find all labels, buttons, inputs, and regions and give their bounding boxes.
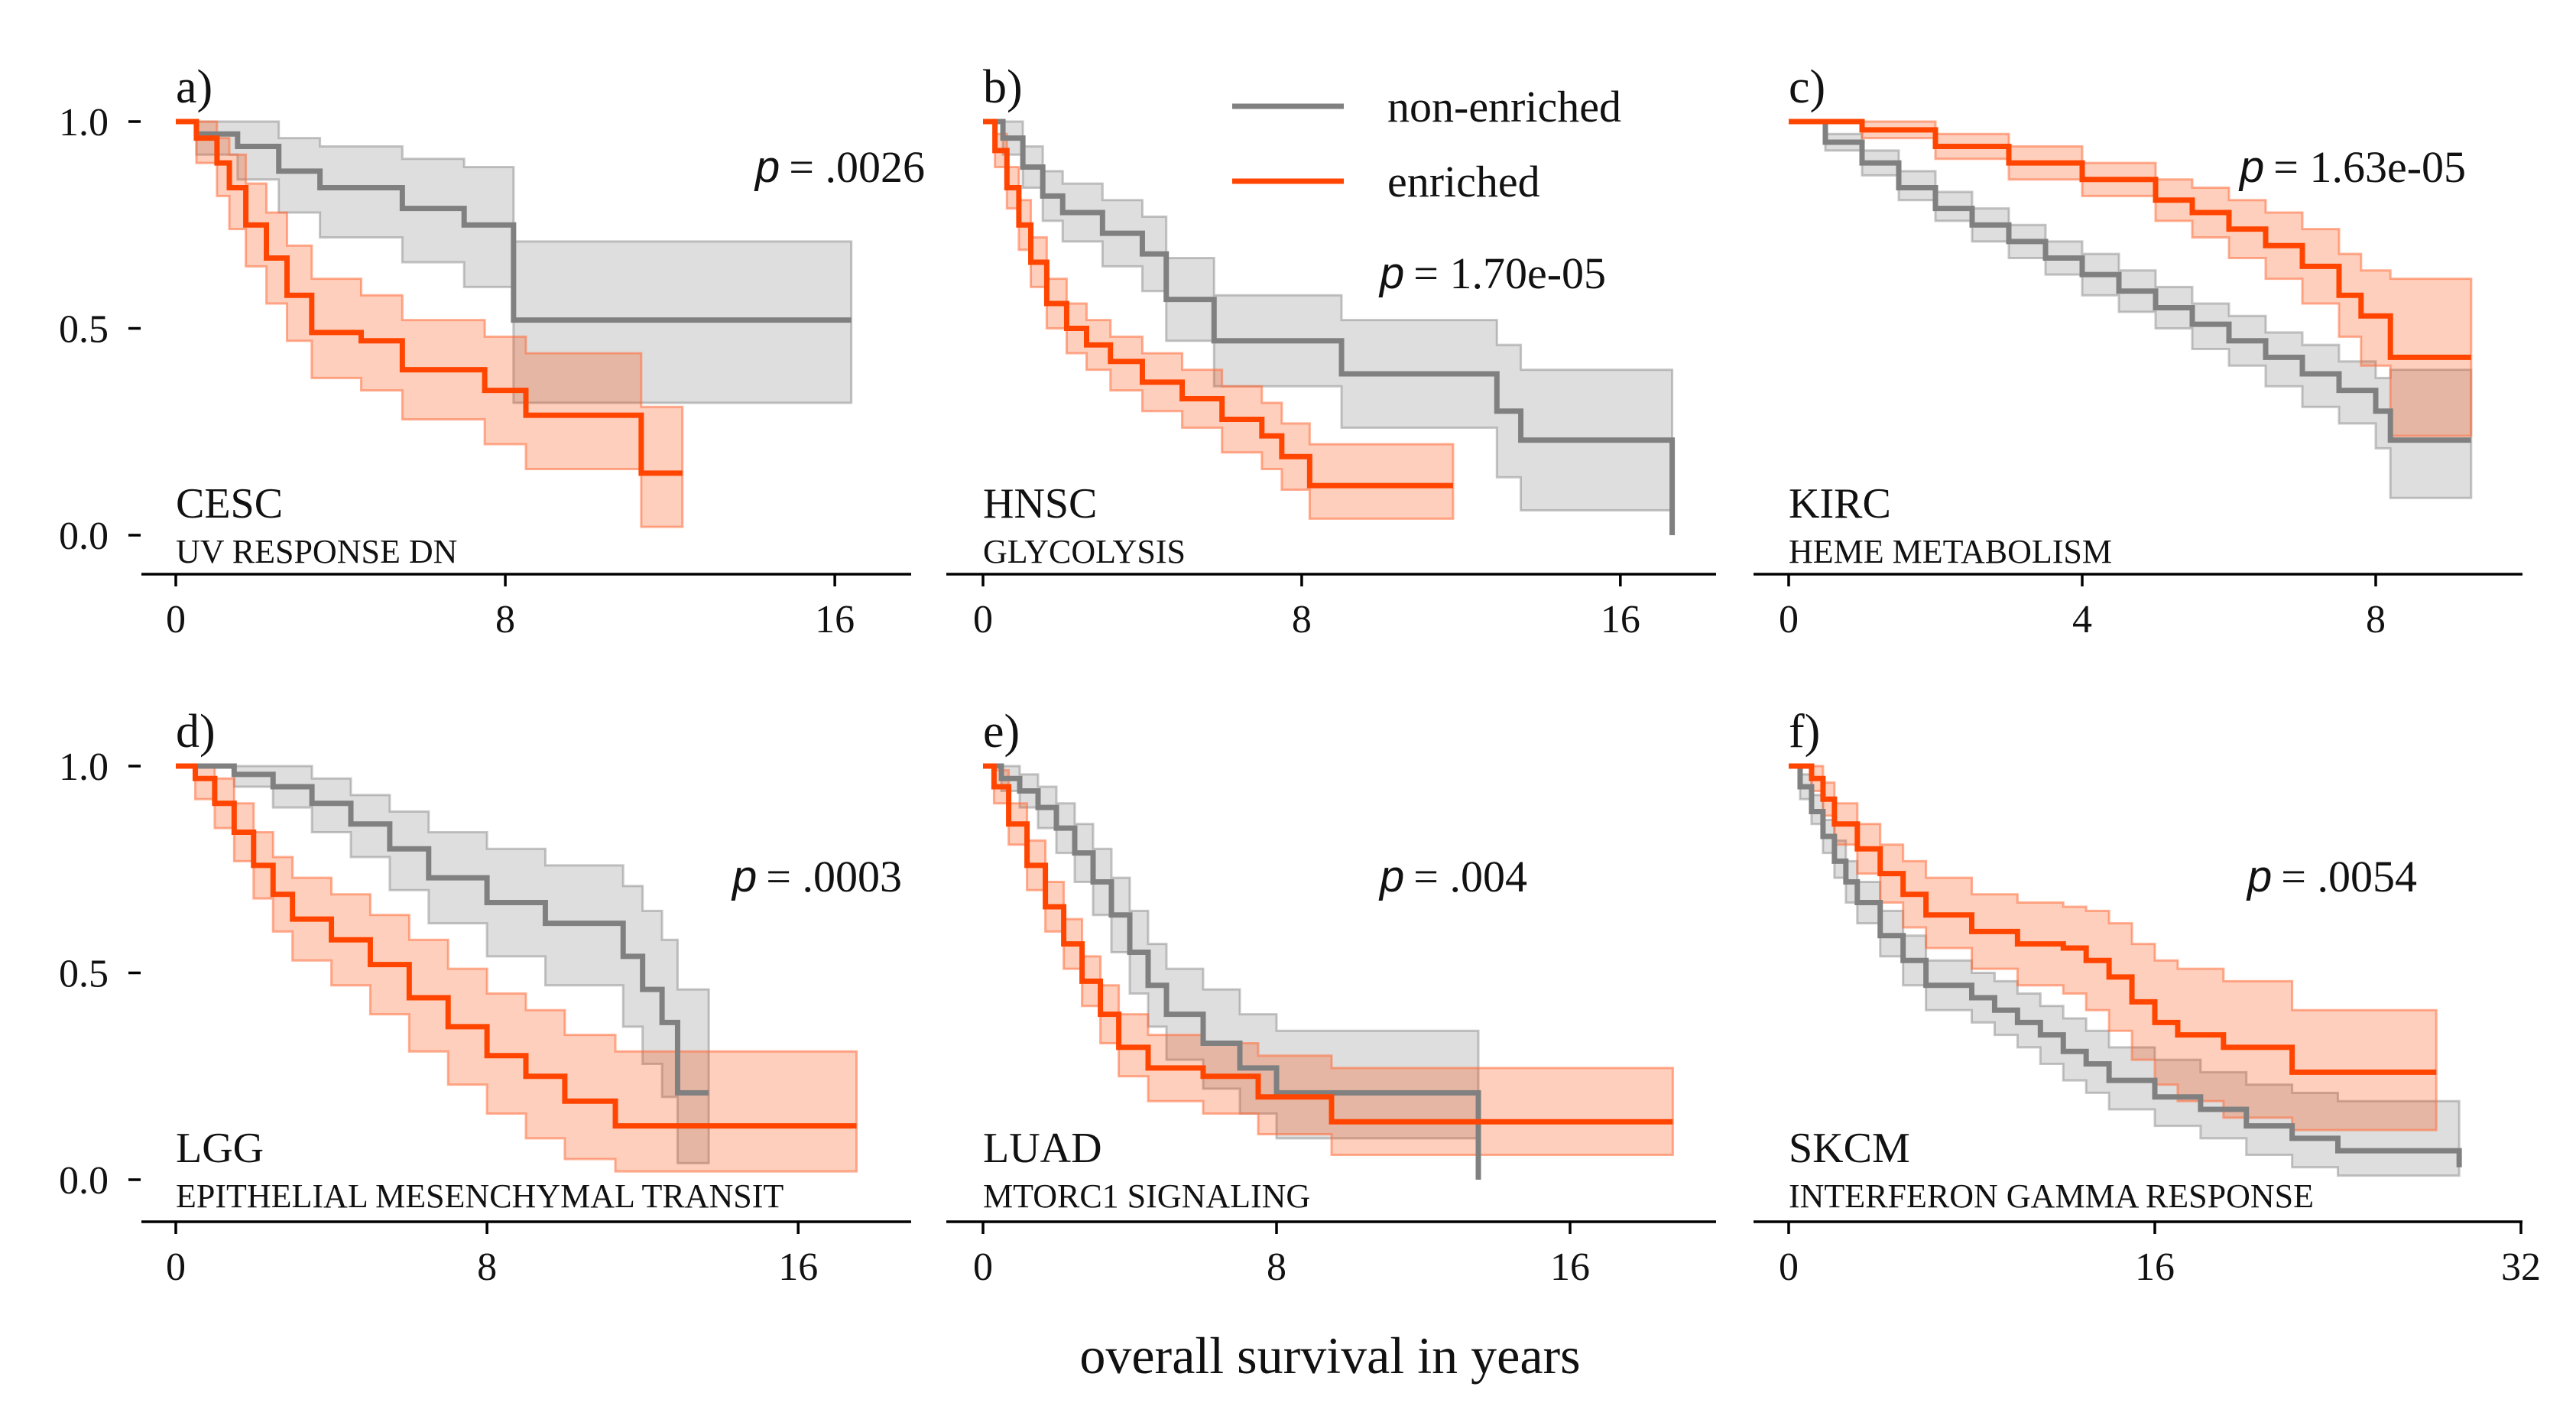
panel-5-p-symbol: p	[1378, 852, 1404, 901]
panel-1-x-tick-label: 8	[495, 598, 515, 641]
panel-5: 0 8 16 e) LUAD MTORC1 SIGNALING p = .004	[946, 706, 1716, 1289]
panel-2-p-value: p = 1.70e-05	[1378, 248, 1606, 298]
panel-2-p-symbol: p	[1378, 248, 1404, 298]
panel-5-line-enriched	[983, 763, 1673, 1125]
figure-xlabel: overall survival in years	[1079, 1326, 1580, 1385]
panel-1-x-tick-label: 0	[166, 598, 186, 641]
panel-5-p-value: p = .004	[1378, 852, 1527, 901]
panel-2-gene-set-label: GLYCOLYSIS	[983, 533, 1186, 570]
panel-4-y-tick-label: 0.0	[59, 1159, 109, 1203]
panel-3-x-tick-label: 0	[1779, 598, 1799, 641]
panel-3-p-value: p = 1.63e-05	[2238, 142, 2466, 192]
panel-4-band-non-enriched	[176, 765, 710, 1164]
panel-5-letter: e)	[983, 706, 1020, 758]
panel-5-x-tick-label: 8	[1267, 1245, 1286, 1289]
panel-2-letter: b)	[983, 61, 1023, 113]
panel-3-line-enriched	[1789, 119, 2471, 360]
legend-label-non-enriched: non-enriched	[1387, 82, 1621, 132]
panel-3-cancer-label: KIRC	[1789, 480, 1891, 528]
panel-1-y-tick-label: 1.0	[59, 101, 109, 144]
panel-3-band-enriched	[1789, 120, 2473, 437]
panel-5-cancer-label: LUAD	[983, 1125, 1102, 1172]
panel-1-x-tick-label: 16	[815, 598, 855, 641]
panel-2-line-non-enriched	[983, 119, 1676, 535]
panel-6-gene-set-label: INTERFERON GAMMA RESPONSE	[1789, 1177, 2314, 1215]
panel-6-band-non-enriched	[1789, 765, 2461, 1177]
panel-4-line-non-enriched	[176, 763, 709, 1096]
panel-6-p-value: p = .0054	[2246, 852, 2417, 901]
panel-6-x-tick-label: 0	[1779, 1245, 1799, 1289]
panel-5-x-tick-label: 16	[1550, 1245, 1590, 1289]
panel-4-line-enriched	[176, 763, 857, 1129]
panel-6-band-enriched	[1789, 765, 2438, 1132]
panel-5-band-enriched	[983, 765, 1674, 1157]
panel-5-x-tick-label: 0	[973, 1245, 993, 1289]
panel-6-x-tick-label: 32	[2501, 1245, 2541, 1289]
panel-3-gene-set-label: HEME METABOLISM	[1789, 533, 2112, 570]
panel-1-band-enriched	[176, 120, 684, 528]
panel-4: 0 8 16 0.0 0.5 1.0 d) LGG EPITHELIAL MESENCHYMAL…	[59, 706, 911, 1289]
panel-1-line-non-enriched	[176, 119, 852, 323]
panel-4-cancer-label: LGG	[176, 1125, 264, 1172]
panel-2-x-tick-label: 0	[973, 598, 993, 641]
panel-4-p-symbol: p	[731, 852, 757, 901]
panel-3-p-symbol: p	[2238, 142, 2264, 192]
panel-6-p-symbol: p	[2246, 852, 2272, 901]
panel-2-line-enriched	[983, 119, 1453, 489]
panel-4-x-tick-label: 0	[166, 1245, 186, 1289]
panel-4-x-tick-label: 16	[778, 1245, 818, 1289]
panel-4-gene-set-label: EPITHELIAL MESENCHYMAL TRANSIT	[176, 1177, 784, 1215]
panel-1-p-symbol: p	[754, 142, 780, 192]
panel-2-x-tick-label: 8	[1292, 598, 1312, 641]
panel-1: 0 8 16 0.0 0.5 1.0 a) CESC UV RESPONSE DN p = .002…	[59, 61, 925, 641]
panel-5-line-non-enriched	[983, 763, 1481, 1180]
panel-6: 0 16 32 f) SKCM INTERFERON GAMMA RESPONSE p = .…	[1754, 706, 2541, 1289]
panel-3-x-tick-label: 8	[2366, 598, 2386, 641]
panel-6-cancer-label: SKCM	[1789, 1125, 1910, 1172]
panel-1-cancer-label: CESC	[176, 480, 283, 528]
panel-4-p-number: = .0003	[766, 852, 902, 901]
panel-1-p-number: = .0026	[789, 142, 925, 192]
panel-6-line-enriched	[1789, 763, 2437, 1075]
panel-3-line-non-enriched	[1789, 119, 2471, 443]
legend: non-enriched enriched	[1232, 82, 1621, 206]
panel-6-line-non-enriched	[1789, 763, 2462, 1167]
panel-1-y-tick-label: 0.5	[59, 308, 109, 352]
legend-label-enriched: enriched	[1387, 157, 1540, 206]
panel-4-letter: d)	[176, 706, 216, 758]
panel-6-p-number: = .0054	[2281, 852, 2417, 901]
panel-6-x-tick-label: 16	[2135, 1245, 2175, 1289]
panel-4-y-tick-label: 1.0	[59, 745, 109, 789]
panel-3-p-number: = 1.63e-05	[2273, 142, 2466, 192]
panel-1-y-tick-label: 0.0	[59, 515, 109, 558]
panel-5-gene-set-label: MTORC1 SIGNALING	[983, 1177, 1310, 1215]
panel-2-p-number: = 1.70e-05	[1413, 248, 1606, 298]
panel-4-x-tick-label: 8	[477, 1245, 497, 1289]
panel-3-letter: c)	[1789, 61, 1825, 113]
panel-3-x-tick-label: 4	[2072, 598, 2092, 641]
panel-4-p-value: p = .0003	[731, 852, 902, 901]
panel-4-y-tick-label: 0.5	[59, 953, 109, 996]
panel-4-band-enriched	[176, 765, 858, 1173]
panel-5-p-number: = .004	[1413, 852, 1527, 901]
panel-1-letter: a)	[176, 61, 213, 113]
panel-1-p-value: p = .0026	[754, 142, 925, 192]
panel-6-letter: f)	[1789, 706, 1820, 758]
panel-2: 0 8 16 b) HNSC GLYCOLYSIS p = 1.70e-05	[946, 61, 1716, 641]
panel-2-x-tick-label: 16	[1601, 598, 1640, 641]
panel-1-gene-set-label: UV RESPONSE DN	[176, 533, 457, 570]
panel-3: 0 4 8 c) KIRC HEME METABOLISM p = 1.63e-05	[1754, 61, 2522, 641]
panel-2-cancer-label: HNSC	[983, 480, 1097, 528]
panel-1-line-enriched	[176, 119, 683, 476]
